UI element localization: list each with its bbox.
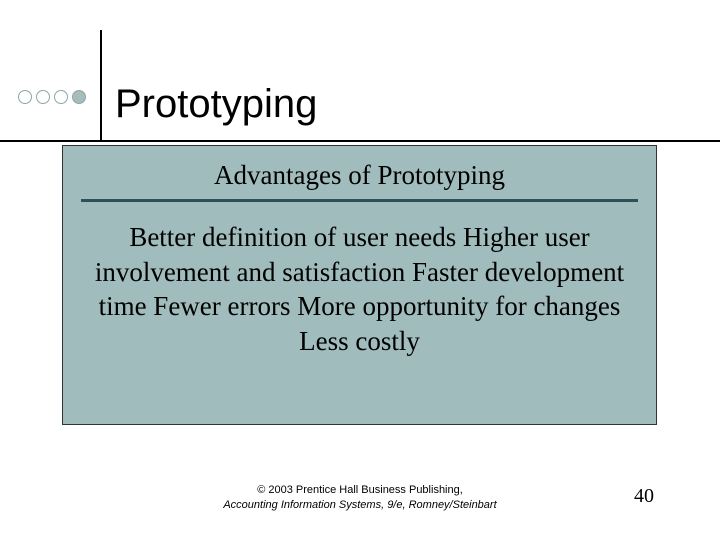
footer-line2: Accounting Information Systems, 9/e, Rom… <box>223 499 496 511</box>
content-heading: Advantages of Prototyping <box>73 160 646 191</box>
title-decorator <box>0 90 86 104</box>
slide-number: 40 <box>634 485 654 508</box>
horizontal-line <box>0 140 720 142</box>
content-body: Better definition of user needs Higher u… <box>73 220 646 358</box>
dot-4 <box>72 90 86 104</box>
dot-1 <box>18 90 32 104</box>
content-box: Advantages of Prototyping Better definit… <box>62 145 657 425</box>
footer: © 2003 Prentice Hall Business Publishing… <box>0 483 720 512</box>
vertical-line <box>100 30 102 140</box>
content-rule <box>81 199 638 202</box>
dot-2 <box>36 90 50 104</box>
slide-title: Prototyping <box>115 82 317 127</box>
decorator-dots <box>18 90 86 104</box>
dot-3 <box>54 90 68 104</box>
footer-line1: © 2003 Prentice Hall Business Publishing… <box>257 484 463 496</box>
footer-text: © 2003 Prentice Hall Business Publishing… <box>223 483 496 512</box>
